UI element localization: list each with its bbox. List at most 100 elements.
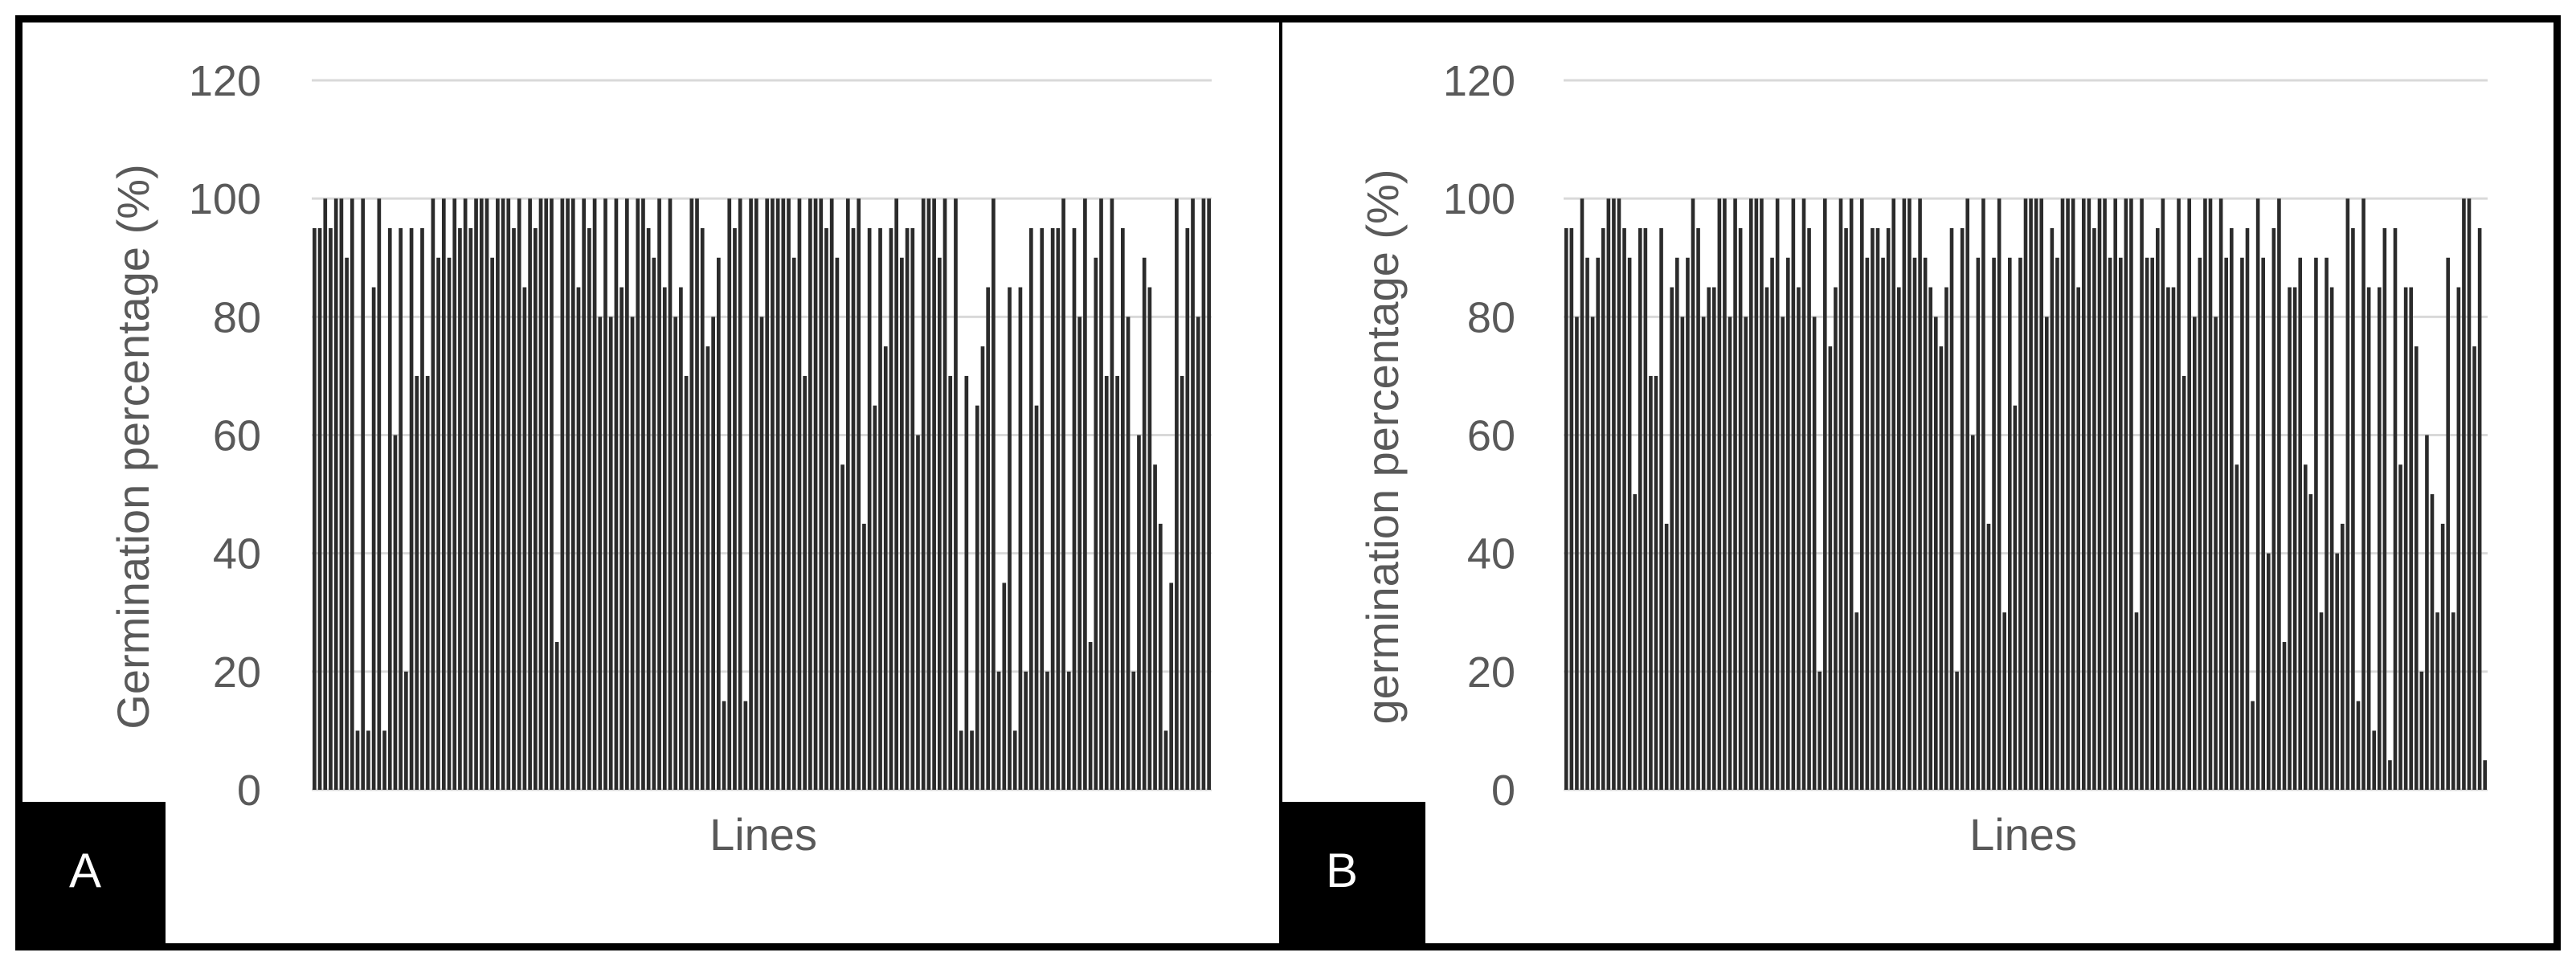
bar xyxy=(754,198,758,791)
bar xyxy=(791,257,796,790)
y-tick-label: 100 xyxy=(1443,175,1515,223)
bar xyxy=(2134,612,2139,790)
bar xyxy=(964,375,969,790)
y-tick-label: 100 xyxy=(189,175,261,223)
bar xyxy=(1575,317,1579,791)
bar xyxy=(2472,346,2476,791)
bar xyxy=(2314,257,2318,790)
bar xyxy=(932,198,936,791)
bar xyxy=(329,227,333,791)
bar xyxy=(975,405,979,790)
bar xyxy=(1104,375,1109,790)
bar xyxy=(1854,612,1859,790)
bar xyxy=(371,287,376,790)
bar xyxy=(496,198,500,791)
bar xyxy=(2187,198,2192,791)
bar xyxy=(921,198,926,791)
bar xyxy=(1896,287,1901,790)
bar xyxy=(679,287,683,790)
bar xyxy=(1061,198,1065,791)
bar xyxy=(662,287,667,790)
bar xyxy=(2340,523,2345,791)
bar xyxy=(1828,346,1833,791)
chart-panel-b: 0 20 40 60 80 100 120 Lines germination percen… xyxy=(1279,19,2557,946)
bar xyxy=(727,198,732,791)
bar xyxy=(1834,287,1838,790)
bar xyxy=(970,730,974,790)
bar xyxy=(2103,198,2107,791)
bar xyxy=(1024,671,1028,790)
bar xyxy=(2335,553,2340,790)
bar xyxy=(2292,287,2297,790)
bar xyxy=(323,198,328,791)
bar xyxy=(765,198,770,791)
bar xyxy=(1169,583,1174,790)
bar xyxy=(819,198,824,791)
bar xyxy=(2288,287,2292,790)
bar xyxy=(2097,198,2102,791)
bar xyxy=(2372,730,2377,790)
bar xyxy=(900,257,904,790)
y-tick-label: 40 xyxy=(213,530,261,578)
bar xyxy=(1738,227,1743,791)
bar xyxy=(2224,257,2229,790)
bar xyxy=(2462,198,2466,791)
bar xyxy=(959,730,963,790)
bar xyxy=(2081,198,2086,791)
bar xyxy=(2235,464,2239,790)
bar xyxy=(1008,287,1012,790)
bar xyxy=(598,317,603,791)
bar xyxy=(1147,287,1152,790)
bar xyxy=(910,227,915,791)
bar xyxy=(2414,346,2419,791)
bar xyxy=(468,227,473,791)
y-tick-labels: 0 20 40 60 80 100 120 xyxy=(189,57,261,815)
bar xyxy=(657,198,661,791)
bar xyxy=(1088,642,1093,790)
bar xyxy=(652,257,656,790)
bar xyxy=(313,227,317,791)
bar xyxy=(873,405,877,790)
bar xyxy=(544,198,549,791)
bar xyxy=(646,227,651,791)
bar xyxy=(2282,642,2287,790)
bar xyxy=(2055,257,2059,790)
bar xyxy=(2214,317,2218,791)
bar xyxy=(2208,198,2213,791)
bar xyxy=(942,198,947,791)
bar xyxy=(339,198,344,791)
bar xyxy=(550,198,554,791)
bar xyxy=(317,227,322,791)
bar xyxy=(2325,257,2329,790)
bar xyxy=(905,227,910,791)
bar xyxy=(1175,198,1179,791)
bar xyxy=(878,227,882,791)
bar xyxy=(2181,375,2186,790)
bar xyxy=(2425,435,2429,790)
bar xyxy=(522,287,527,790)
bar xyxy=(2298,257,2303,790)
bar xyxy=(630,317,635,791)
bar xyxy=(1564,227,1568,791)
bar xyxy=(2076,287,2081,790)
bar xyxy=(1201,198,1206,791)
bar xyxy=(1881,257,1885,790)
bar xyxy=(1137,435,1141,790)
bar xyxy=(749,198,753,791)
bar xyxy=(576,287,581,790)
bar xyxy=(894,198,899,791)
bar xyxy=(345,257,349,790)
bar xyxy=(954,198,958,791)
x-axis-label: Lines xyxy=(1969,809,2077,860)
bar xyxy=(1617,198,1621,791)
bar xyxy=(425,375,430,790)
bar xyxy=(517,198,521,791)
bar xyxy=(1933,317,1938,791)
bar xyxy=(705,346,710,791)
bar xyxy=(1142,257,1147,790)
bar xyxy=(775,198,780,791)
bar xyxy=(689,198,694,791)
bar xyxy=(485,198,489,791)
bar xyxy=(1131,671,1136,790)
panel-label: B xyxy=(1326,844,1358,897)
